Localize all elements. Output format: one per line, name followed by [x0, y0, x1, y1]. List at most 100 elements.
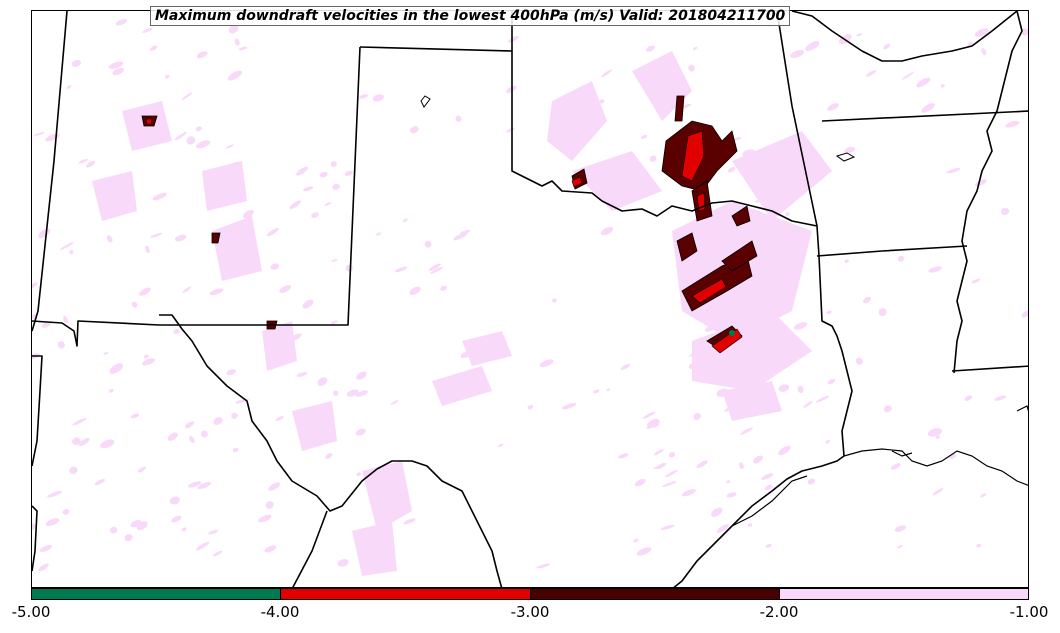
speckle-mark: [372, 94, 384, 102]
map-frame: [31, 10, 1029, 588]
speckle-mark: [331, 320, 338, 324]
speckle-mark: [355, 428, 366, 436]
speckle-mark: [69, 466, 78, 475]
speckle-mark: [32, 282, 38, 291]
colorbar-bin-1: [32, 589, 282, 599]
speckle-mark: [921, 103, 935, 113]
speckle-mark: [803, 401, 813, 408]
map-canvas: [32, 11, 1028, 587]
speckle-mark: [927, 428, 942, 437]
speckle-mark: [453, 232, 468, 241]
speckle-mark: [231, 412, 238, 419]
speckle-mark: [428, 263, 441, 271]
speckle-mark: [606, 388, 611, 391]
speckle-mark: [47, 490, 63, 498]
speckle-mark: [681, 489, 696, 497]
speckle-mark: [932, 488, 944, 496]
speckle-mark: [188, 481, 202, 488]
speckle-mark: [333, 390, 339, 396]
speckle-mark: [981, 48, 987, 56]
speckle-mark: [696, 460, 708, 468]
weak-downdraft-speckle: [32, 11, 1028, 572]
speckle-mark: [344, 170, 353, 177]
speckle-mark: [642, 411, 656, 419]
speckle-mark: [108, 61, 124, 69]
speckle-mark: [57, 341, 65, 349]
speckle-mark: [33, 132, 45, 137]
speckle-mark: [143, 354, 149, 359]
speckle-mark: [727, 167, 736, 173]
speckle-mark: [656, 462, 666, 470]
speckle-mark: [620, 363, 631, 370]
speckle-mark: [390, 400, 399, 405]
speckle-mark: [142, 358, 156, 366]
speckle-mark: [536, 563, 551, 569]
speckle-mark: [355, 390, 368, 397]
speckle-mark: [403, 218, 408, 223]
speckle-mark: [289, 200, 302, 209]
speckle-mark: [753, 455, 764, 464]
speckle-mark: [815, 395, 830, 403]
speckle-mark: [660, 524, 675, 530]
speckle-mark: [825, 439, 831, 444]
speckle-mark: [424, 240, 432, 248]
speckle-mark: [181, 92, 193, 101]
speckle-mark: [208, 529, 218, 535]
speckle-mark: [640, 134, 648, 139]
speckle-mark: [935, 435, 940, 440]
speckle-mark: [539, 359, 554, 368]
speckle-mark: [171, 515, 182, 523]
speckle-mark: [716, 523, 730, 534]
speckle-mark: [62, 508, 70, 515]
speckle-mark: [974, 28, 989, 37]
speckle-mark: [196, 51, 208, 59]
speckle-mark: [238, 46, 248, 51]
speckle-mark: [778, 445, 791, 456]
speckle-mark: [69, 249, 74, 255]
speckle-mark: [100, 439, 115, 449]
speckle-mark: [359, 94, 369, 99]
state-borders: [32, 11, 1028, 587]
speckle-mark: [747, 523, 753, 527]
speckle-mark: [195, 126, 202, 132]
speckle-mark: [356, 472, 362, 477]
speckle-mark: [189, 436, 195, 443]
speckle-mark: [856, 33, 863, 37]
speckle-mark: [108, 388, 114, 393]
speckle-mark: [169, 496, 180, 505]
speckle-mark: [940, 84, 945, 88]
weak-downdraft-regions: [92, 51, 832, 576]
colorbar-tick-label: -5.00: [11, 603, 51, 621]
speckle-mark: [617, 453, 629, 459]
speckle-mark: [41, 321, 52, 328]
speckle-mark: [726, 492, 737, 498]
speckle-mark: [182, 286, 192, 293]
speckle-mark: [94, 478, 105, 486]
speckle-mark: [173, 328, 180, 335]
speckle-mark: [142, 27, 153, 33]
lakes: [420, 95, 856, 162]
speckle-mark: [971, 278, 981, 284]
speckle-mark: [63, 316, 69, 324]
speckle-mark: [264, 545, 277, 553]
speckle-mark: [661, 481, 677, 487]
speckle-mark: [409, 286, 421, 295]
speckle-mark: [324, 201, 332, 207]
speckle-mark: [600, 226, 614, 236]
colorbar-tick-label: -2.00: [759, 603, 799, 621]
speckle-mark: [112, 67, 125, 76]
speckle-mark: [32, 523, 36, 530]
speckle-mark: [740, 427, 753, 435]
speckle-mark: [665, 469, 678, 478]
speckle-mark: [152, 192, 167, 201]
speckle-mark: [60, 241, 74, 251]
speckle-mark: [85, 160, 96, 168]
speckle-mark: [346, 389, 359, 397]
speckle-mark: [497, 443, 504, 448]
speckle-mark: [242, 209, 254, 219]
speckle-mark: [562, 403, 577, 410]
speckle-mark: [688, 64, 695, 72]
map-title: Maximum downdraft velocities in the lowe…: [150, 6, 791, 26]
speckle-mark: [345, 264, 353, 272]
speckle-mark: [275, 415, 284, 422]
